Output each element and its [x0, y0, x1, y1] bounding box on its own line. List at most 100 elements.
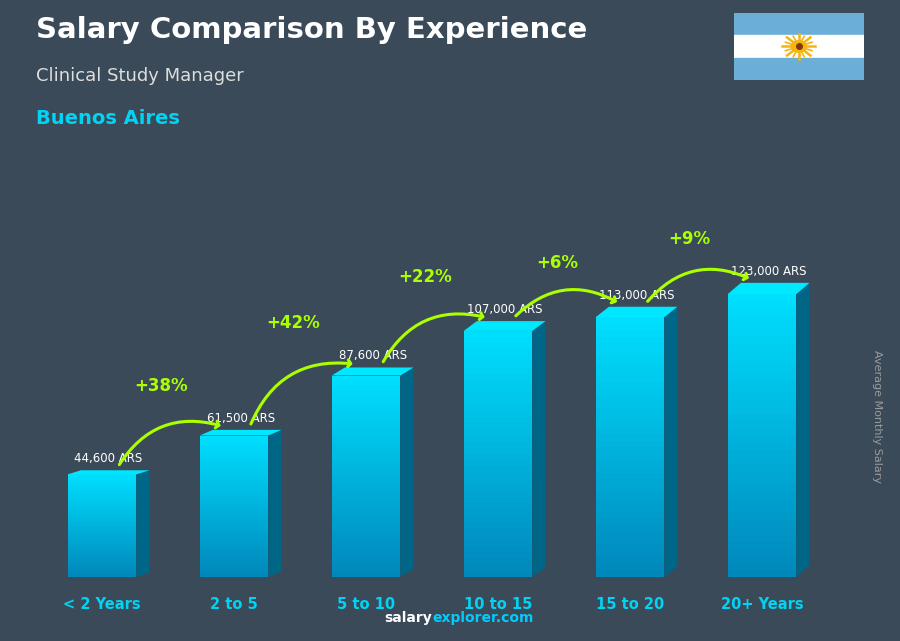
Bar	[68, 518, 136, 520]
Bar	[464, 387, 532, 392]
Bar	[332, 491, 400, 496]
Bar	[596, 317, 664, 324]
Bar	[332, 517, 400, 522]
Bar	[596, 538, 664, 544]
Bar	[68, 572, 136, 574]
Bar	[596, 519, 664, 525]
Text: < 2 Years: < 2 Years	[63, 597, 140, 612]
Bar	[332, 471, 400, 476]
Text: Buenos Aires: Buenos Aires	[36, 109, 180, 128]
Bar	[464, 454, 532, 460]
Bar	[596, 479, 664, 486]
Bar	[332, 542, 400, 547]
Bar	[464, 435, 532, 442]
Bar	[464, 570, 532, 577]
Bar	[596, 440, 664, 447]
Bar	[464, 491, 532, 497]
Polygon shape	[136, 470, 149, 577]
Bar	[596, 421, 664, 428]
Bar	[728, 358, 796, 365]
Bar	[464, 558, 532, 565]
Bar	[68, 523, 136, 526]
Bar	[68, 533, 136, 536]
Text: salary: salary	[384, 611, 432, 625]
Bar	[332, 390, 400, 395]
Bar	[200, 439, 268, 442]
Text: +38%: +38%	[135, 377, 188, 395]
Bar	[68, 567, 136, 569]
Bar	[464, 553, 532, 558]
Bar	[596, 401, 664, 408]
Bar	[464, 479, 532, 485]
Bar	[200, 506, 268, 510]
Bar	[464, 546, 532, 553]
Bar	[464, 442, 532, 448]
Bar	[68, 487, 136, 490]
Bar	[728, 542, 796, 549]
Bar	[332, 431, 400, 436]
Polygon shape	[268, 430, 282, 577]
Text: 123,000 ARS: 123,000 ARS	[731, 265, 806, 278]
Bar	[728, 570, 796, 577]
Bar	[464, 337, 532, 343]
Bar	[68, 482, 136, 485]
Bar	[68, 485, 136, 487]
Bar	[728, 308, 796, 315]
Bar	[68, 492, 136, 495]
Text: 2 to 5: 2 to 5	[210, 597, 258, 612]
Bar	[332, 512, 400, 517]
Bar	[200, 478, 268, 481]
Bar	[728, 372, 796, 379]
Bar	[200, 481, 268, 485]
Bar	[68, 495, 136, 497]
Bar	[68, 513, 136, 515]
Bar	[200, 524, 268, 528]
Bar	[464, 349, 532, 356]
Bar	[734, 35, 864, 58]
Bar	[332, 557, 400, 562]
Bar	[596, 506, 664, 512]
Bar	[332, 567, 400, 572]
Bar	[728, 322, 796, 329]
Bar	[332, 395, 400, 401]
Bar	[68, 479, 136, 482]
Bar	[332, 552, 400, 557]
Bar	[200, 513, 268, 517]
Bar	[728, 471, 796, 478]
Bar	[200, 531, 268, 535]
Bar	[68, 474, 136, 477]
Text: 61,500 ARS: 61,500 ARS	[206, 412, 274, 425]
Bar	[332, 572, 400, 577]
Bar	[728, 301, 796, 308]
Bar	[596, 349, 664, 356]
Bar	[332, 522, 400, 526]
Bar	[332, 376, 400, 381]
Bar	[200, 552, 268, 556]
Bar	[464, 423, 532, 429]
Bar	[464, 380, 532, 387]
Bar	[332, 451, 400, 456]
Bar	[200, 517, 268, 520]
Text: 10 to 15: 10 to 15	[464, 597, 532, 612]
Bar	[68, 556, 136, 559]
Bar	[332, 526, 400, 531]
Bar	[596, 492, 664, 499]
Bar	[68, 549, 136, 551]
Bar	[596, 376, 664, 382]
Bar	[332, 421, 400, 426]
Bar	[728, 379, 796, 386]
Bar	[464, 534, 532, 540]
Text: Salary Comparison By Experience: Salary Comparison By Experience	[36, 16, 587, 44]
Bar	[728, 442, 796, 450]
Bar	[68, 536, 136, 538]
Bar	[200, 503, 268, 506]
Bar	[464, 374, 532, 380]
Polygon shape	[400, 367, 413, 577]
Bar	[68, 520, 136, 523]
Bar	[596, 382, 664, 388]
Bar	[596, 388, 664, 395]
Bar	[728, 478, 796, 485]
Bar	[200, 457, 268, 460]
Bar	[728, 457, 796, 464]
Bar	[734, 58, 864, 80]
